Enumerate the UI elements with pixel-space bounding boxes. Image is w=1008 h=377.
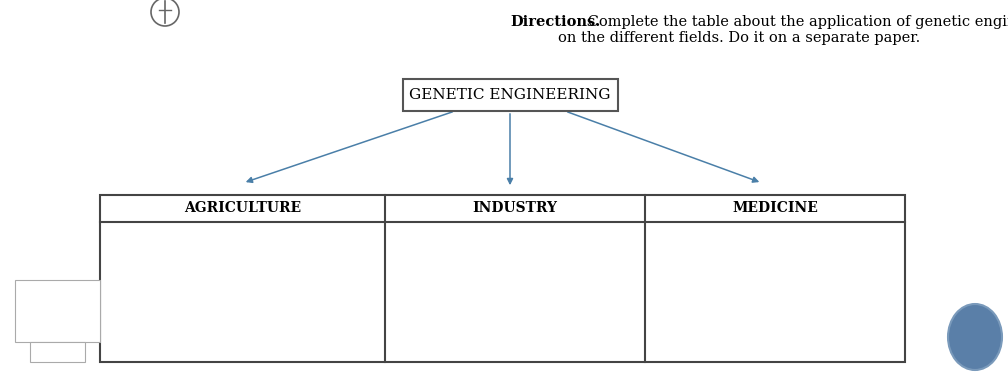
Bar [402, 79, 618, 111]
Text: Complete the table about the application of genetic engineering: Complete the table about the application… [583, 15, 1008, 29]
Bar [30, 342, 85, 362]
Text: Directions.: Directions. [510, 15, 600, 29]
Ellipse shape [948, 304, 1002, 370]
Text: INDUSTRY: INDUSTRY [473, 201, 557, 216]
Bar [100, 195, 905, 362]
Bar [15, 280, 100, 342]
Text: GENETIC ENGINEERING: GENETIC ENGINEERING [409, 88, 611, 102]
Circle shape [151, 0, 179, 26]
Text: MEDICINE: MEDICINE [732, 201, 817, 216]
Text: AGRICULTURE: AGRICULTURE [183, 201, 301, 216]
Text: on the different fields. Do it on a separate paper.: on the different fields. Do it on a sepa… [557, 31, 920, 45]
